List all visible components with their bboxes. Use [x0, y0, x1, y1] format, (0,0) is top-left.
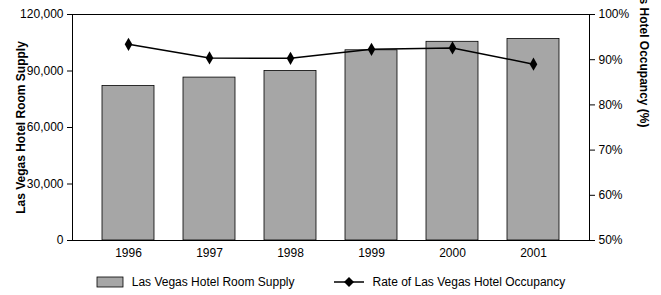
svg-text:2001: 2001	[520, 246, 547, 260]
svg-text:60,000: 60,000	[27, 120, 64, 134]
svg-text:2000: 2000	[439, 246, 466, 260]
svg-text:70%: 70%	[599, 143, 623, 157]
svg-text:100%: 100%	[599, 7, 630, 21]
svg-text:60%: 60%	[599, 188, 623, 202]
svg-text:50%: 50%	[599, 233, 623, 247]
svg-text:Rate of Las Vegas Hotel Occupa: Rate of Las Vegas Hotel Occupancy (%)	[637, 0, 651, 128]
svg-text:1996: 1996	[115, 246, 142, 260]
svg-text:1997: 1997	[196, 246, 223, 260]
svg-text:90%: 90%	[599, 53, 623, 67]
svg-text:80%: 80%	[599, 98, 623, 112]
svg-text:1998: 1998	[277, 246, 304, 260]
svg-text:1999: 1999	[358, 246, 385, 260]
svg-text:90,000: 90,000	[27, 64, 64, 78]
svg-text:30,000: 30,000	[27, 177, 64, 191]
html-text:Rate of Las Vegas Hotel Occupa: Rate of Las Vegas Hotel Occupancy	[372, 275, 566, 289]
svg-text:Las Vegas Hotel Room Supply: Las Vegas Hotel Room Supply	[14, 41, 28, 214]
html-text:Las Vegas Hotel Room Supply: Las Vegas Hotel Room Supply	[131, 275, 295, 289]
svg-text:0: 0	[57, 233, 64, 247]
svg-text:120,000: 120,000	[20, 7, 64, 21]
